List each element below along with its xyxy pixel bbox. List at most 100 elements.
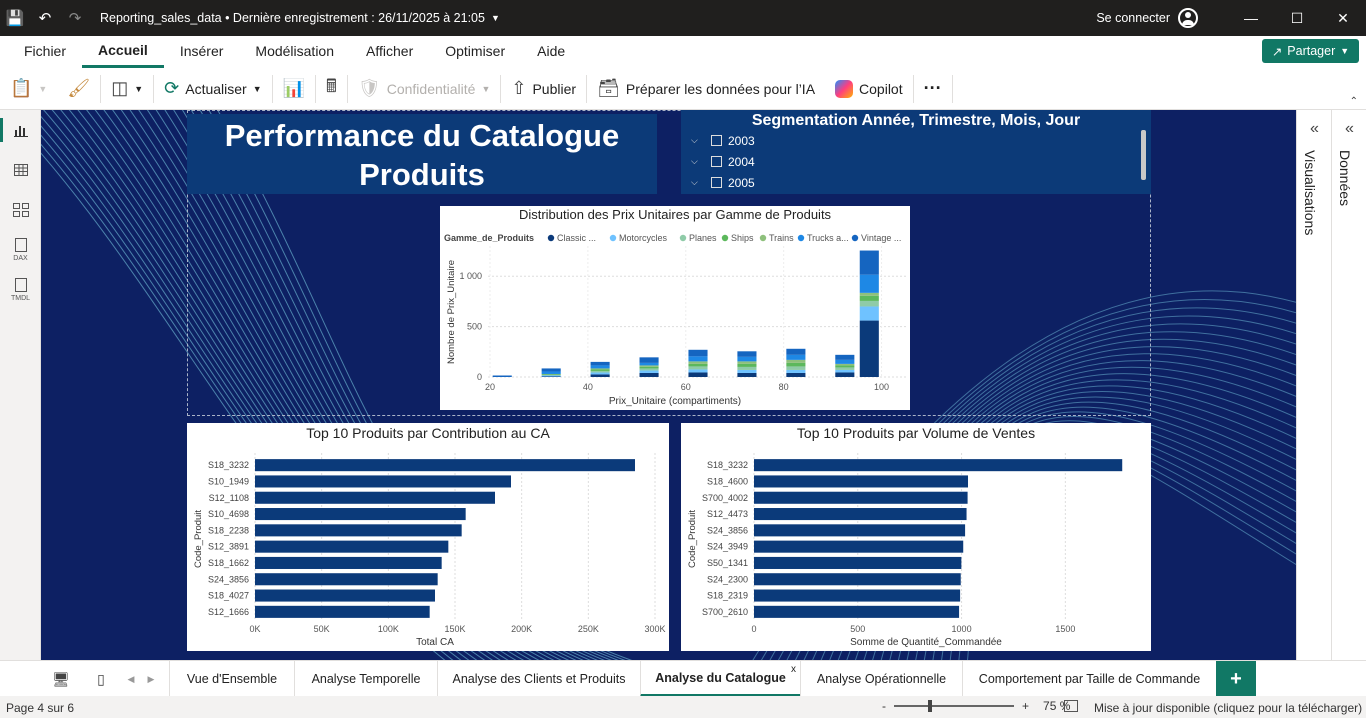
legend-label[interactable]: Trucks a... [807,233,849,243]
histogram-bar-segment[interactable] [541,371,561,374]
histogram-bar-segment[interactable] [639,362,659,366]
histogram-bar-segment[interactable] [688,372,708,377]
model-view-icon[interactable] [0,190,41,230]
legend-label[interactable]: Vintage ... [861,233,901,243]
share-button[interactable]: ↗ Partager ▼ [1262,39,1359,63]
histogram-bar-segment[interactable] [835,365,855,368]
more-button[interactable]: ··· [914,68,952,110]
histogram-bar-segment[interactable] [737,369,757,373]
close-icon[interactable]: ✕ [1337,9,1349,26]
checkbox[interactable] [711,156,722,167]
copilot-button[interactable]: Copilot [825,68,913,110]
legend-label[interactable]: Planes [689,233,717,243]
save-icon[interactable]: 💾 [5,10,25,27]
zoom-control[interactable]: - + 75 % [882,699,1070,713]
bar[interactable] [255,524,462,537]
bar[interactable] [754,508,967,521]
legend-label[interactable]: Trains [769,233,794,243]
slicer-item-2005[interactable]: ⌵ 2005 [681,172,1151,193]
menu-aide[interactable]: Aide [537,43,566,59]
histogram-bar-segment[interactable] [639,365,659,367]
histogram-bar-segment[interactable] [688,369,708,373]
tab-scroll-right-icon[interactable]: ▶ [147,673,155,684]
bar[interactable] [255,589,435,602]
bar[interactable] [255,491,495,504]
bar[interactable] [754,459,1123,472]
histogram-bar-segment[interactable] [737,366,757,370]
tab-analyse-catalogue[interactable]: Analyse du Catalogue x [640,661,800,697]
dax-query-icon[interactable]: DAX [0,230,41,270]
histogram-bar-segment[interactable] [737,351,757,357]
tab-analyse-temporelle[interactable]: Analyse Temporelle [294,661,437,697]
histogram-bar-segment[interactable] [541,374,561,375]
tab-analyse-clients-produits[interactable]: Analyse des Clients et Produits [437,661,640,697]
bar[interactable] [255,556,442,569]
histogram-bar-segment[interactable] [835,354,855,360]
legend-label[interactable]: Classic ... [557,233,596,243]
histogram-bar-segment[interactable] [639,370,659,373]
histogram-bar-segment[interactable] [541,375,561,377]
histogram-bar-segment[interactable] [688,366,708,370]
undo-icon[interactable]: ↶ [38,10,52,27]
histogram-bar-segment[interactable] [859,250,879,275]
fit-page-icon[interactable] [1064,700,1078,712]
prepare-data-ai-button[interactable]: 🗃 Préparer les données pour l’IA [587,68,825,110]
histogram-bar-segment[interactable] [859,300,879,307]
data-source-button[interactable]: ◫ ▼ [101,68,153,110]
expand-pane-icon[interactable]: « [1345,120,1354,137]
histogram-bar-segment[interactable] [590,365,610,369]
histogram-bar-segment[interactable] [590,361,610,366]
histogram-bar-segment[interactable] [590,369,610,371]
slicer-scrollbar[interactable] [1141,130,1146,180]
histogram-bar-segment[interactable] [688,361,708,364]
checkbox[interactable] [711,135,722,146]
slicer-item-2004[interactable]: ⌵ 2004 [681,151,1151,172]
histogram-bar-segment[interactable] [590,372,610,375]
bar[interactable] [754,475,969,488]
tab-comportement-taille[interactable]: Comportement par Taille de Commande [962,661,1216,697]
tab-vue-ensemble[interactable]: Vue d'Ensemble [169,661,294,697]
collapse-ribbon-icon[interactable]: ⌃ [1349,96,1358,107]
chevron-down-icon[interactable]: ▼ [490,13,500,23]
paste-button[interactable]: 📋 ▼ [0,68,57,110]
legend-label[interactable]: Motorcycles [619,233,668,243]
table-view-icon[interactable] [0,150,41,190]
visualisations-pane-label[interactable]: Visualisations [1302,150,1318,236]
histogram-bar-segment[interactable] [786,369,806,373]
checkbox[interactable] [711,177,722,188]
histogram-bar-segment[interactable] [859,306,879,321]
histogram-bar-segment[interactable] [835,372,855,377]
minimize-icon[interactable]: — [1244,10,1258,26]
report-title-card[interactable]: Performance du Catalogue Produits [187,114,657,194]
histogram-bar-segment[interactable] [541,368,561,372]
menu-accueil[interactable]: Accueil [82,36,164,68]
histogram-bar-segment[interactable] [590,374,610,377]
close-tab-icon[interactable]: x [791,664,796,675]
add-page-button[interactable]: + [1216,661,1256,697]
histogram-bar-segment[interactable] [737,363,757,367]
bar[interactable] [255,605,430,618]
bar[interactable] [255,475,511,488]
chevron-down-icon[interactable]: ⌵ [691,135,698,145]
histogram-bar-segment[interactable] [859,320,879,377]
report-canvas[interactable]: Performance du Catalogue Produits Segmen… [41,110,1296,660]
histogram-bar-segment[interactable] [859,292,879,296]
bar[interactable] [754,589,961,602]
desktop-layout-icon[interactable]: 🖥 [52,670,70,687]
expand-pane-icon[interactable]: « [1310,120,1319,137]
mobile-layout-icon[interactable]: ▯ [97,670,105,687]
chevron-down-icon[interactable]: ⌵ [691,177,698,187]
histogram-bar-segment[interactable] [786,354,806,360]
legend-label[interactable]: Ships [731,233,754,243]
refresh-button[interactable]: ⟳ Actualiser ▼ [154,68,271,110]
bar[interactable] [754,556,962,569]
histogram-visual[interactable]: Distribution des Prix Unitaires par Gamm… [440,206,910,410]
histogram-bar-segment[interactable] [786,366,806,370]
bar[interactable] [255,508,466,521]
histogram-bar-segment[interactable] [786,348,806,355]
format-painter-button[interactable]: 🖌 [57,68,100,110]
bar[interactable] [255,540,449,553]
tmdl-view-icon[interactable]: TMDL [0,270,41,310]
histogram-bar-segment[interactable] [541,376,561,377]
menu-inserer[interactable]: Insérer [179,43,224,59]
